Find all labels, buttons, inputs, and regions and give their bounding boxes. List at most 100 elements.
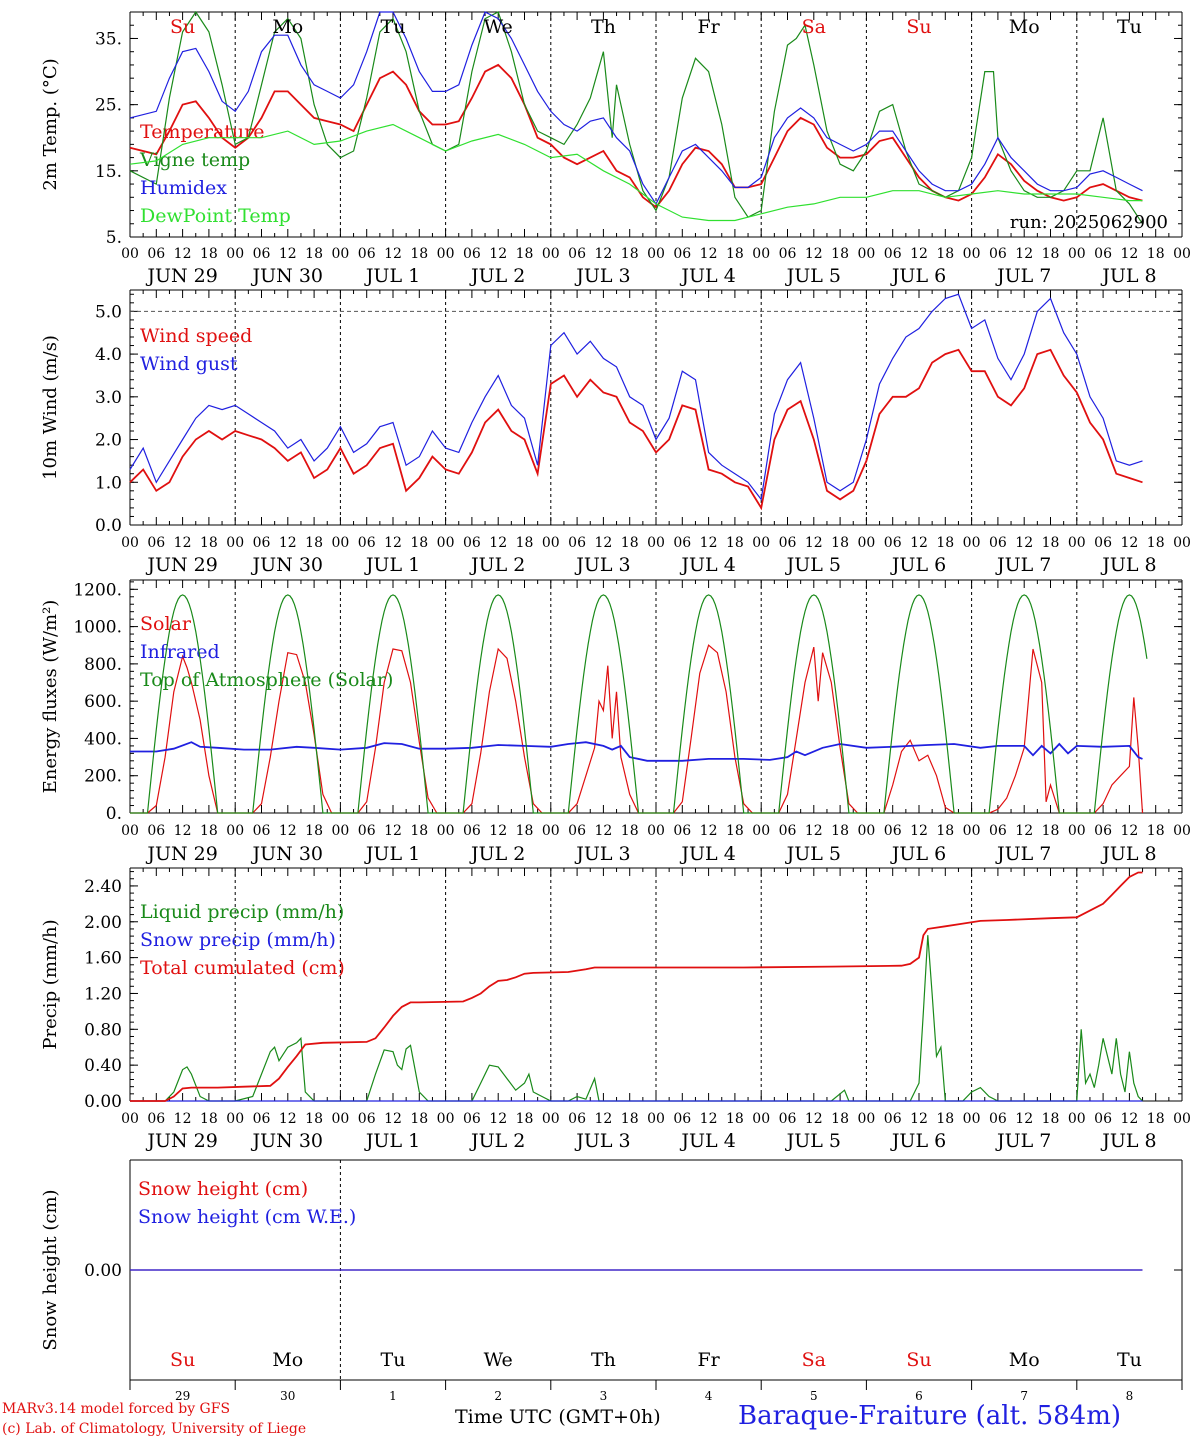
date-label: JUL 5 — [785, 843, 841, 865]
date-label: JUL 1 — [364, 843, 420, 865]
series-line-temperature — [129, 63, 1143, 209]
date-label: JUN 29 — [145, 554, 217, 576]
hour-label: 00 — [752, 246, 770, 262]
date-label: JUL 8 — [1100, 265, 1156, 287]
hour-label: 12 — [700, 1111, 718, 1127]
date-label: JUN 29 — [145, 265, 217, 287]
date-label: JUL 4 — [679, 554, 735, 576]
hour-label: 06 — [253, 823, 271, 839]
hour-label: 18 — [726, 823, 744, 839]
hour-label: 12 — [1015, 823, 1033, 839]
hour-label: 00 — [1173, 1111, 1191, 1127]
hour-label: 18 — [1147, 1111, 1165, 1127]
hour-label: 18 — [305, 535, 323, 551]
day-number-label: 29 — [175, 1389, 190, 1403]
hour-label: 06 — [989, 535, 1007, 551]
hour-label: 00 — [1173, 246, 1191, 262]
weekday-label: Su — [170, 16, 195, 38]
weekday-label: Su — [170, 1349, 195, 1371]
y-axis-label: 2m Temp. (°C) — [40, 58, 61, 190]
y-tick-label: 800. — [84, 655, 122, 675]
weekday-label: Mo — [272, 16, 303, 38]
hour-label: 18 — [1147, 535, 1165, 551]
hour-label: 06 — [884, 1111, 902, 1127]
hour-label: 00 — [857, 246, 875, 262]
hour-label: 12 — [910, 823, 928, 839]
hour-label: 12 — [384, 535, 402, 551]
series-line-vigne-temp — [129, 10, 1144, 225]
weekday-label: Tu — [381, 16, 406, 38]
y-tick-label: 15. — [95, 162, 122, 182]
y-axis-label: Precip (mm/h) — [40, 919, 61, 1049]
hour-label: 06 — [779, 246, 797, 262]
hour-label: 18 — [831, 823, 849, 839]
hour-label: 12 — [384, 823, 402, 839]
weekday-label: Sa — [802, 1349, 826, 1371]
hour-label: 00 — [963, 535, 981, 551]
hour-label: 18 — [726, 246, 744, 262]
y-axis-label: Energy fluxes (W/m²) — [40, 600, 61, 794]
hour-label: 00 — [1068, 535, 1086, 551]
hour-label: 12 — [279, 535, 297, 551]
hour-label: 12 — [279, 246, 297, 262]
hour-label: 06 — [568, 1111, 586, 1127]
date-label: JUN 29 — [145, 843, 217, 865]
y-axis-label: Snow height (cm) — [40, 1189, 61, 1350]
hour-label: 12 — [279, 1111, 297, 1127]
hour-label: 12 — [1120, 823, 1138, 839]
hour-label: 12 — [700, 246, 718, 262]
date-label: JUL 5 — [785, 554, 841, 576]
hour-label: 00 — [226, 535, 244, 551]
hour-label: 06 — [147, 1111, 165, 1127]
date-label: JUL 7 — [995, 1130, 1051, 1152]
y-tick-label: 1200. — [73, 580, 122, 600]
date-label: JUL 7 — [995, 554, 1051, 576]
legend-entry: Snow height (cm W.E.) — [138, 1206, 356, 1228]
hour-label: 18 — [516, 1111, 534, 1127]
weekday-label: Mo — [1009, 16, 1040, 38]
hour-label: 12 — [174, 535, 192, 551]
hour-label: 12 — [1120, 1111, 1138, 1127]
hour-label: 00 — [1173, 823, 1191, 839]
hour-label: 12 — [1015, 246, 1033, 262]
weekday-label: Fr — [697, 16, 720, 38]
hour-label: 12 — [174, 246, 192, 262]
hour-label: 18 — [936, 1111, 954, 1127]
legend-entry: Snow height (cm) — [138, 1178, 308, 1200]
date-label: JUL 5 — [785, 1130, 841, 1152]
hour-label: 18 — [831, 246, 849, 262]
hour-label: 06 — [1094, 246, 1112, 262]
hour-label: 00 — [857, 823, 875, 839]
day-number-label: 5 — [810, 1389, 818, 1403]
date-label: JUL 8 — [1100, 843, 1156, 865]
hour-label: 12 — [805, 823, 823, 839]
y-tick-label: 4.0 — [95, 345, 122, 365]
hour-label: 12 — [910, 535, 928, 551]
hour-label: 18 — [1042, 1111, 1060, 1127]
hour-label: 00 — [542, 823, 560, 839]
legend-entry: Vigne temp — [139, 149, 250, 171]
y-tick-label: 0.0 — [95, 516, 122, 536]
legend-entry: Infrared — [140, 641, 220, 663]
hour-label: 18 — [516, 535, 534, 551]
hour-label: 12 — [910, 246, 928, 262]
hour-label: 06 — [884, 535, 902, 551]
hour-label: 12 — [805, 246, 823, 262]
y-tick-label: 0.40 — [84, 1056, 122, 1076]
hour-label: 06 — [147, 823, 165, 839]
hour-label: 06 — [673, 535, 691, 551]
hour-label: 00 — [857, 535, 875, 551]
series-line-wind-speed — [129, 348, 1143, 511]
hour-label: 12 — [279, 823, 297, 839]
hour-label: 18 — [936, 535, 954, 551]
hour-label: 06 — [1094, 535, 1112, 551]
hour-label: 00 — [121, 535, 139, 551]
date-label: JUN 30 — [251, 265, 323, 287]
y-tick-label: 1.0 — [95, 473, 122, 493]
hour-label: 06 — [463, 1111, 481, 1127]
series-line-infrared — [130, 741, 1143, 762]
hour-label: 18 — [831, 1111, 849, 1127]
series-line-top-of-atmosphere-solar- — [130, 594, 1148, 814]
y-tick-label: 400. — [84, 729, 122, 749]
hour-label: 06 — [253, 246, 271, 262]
